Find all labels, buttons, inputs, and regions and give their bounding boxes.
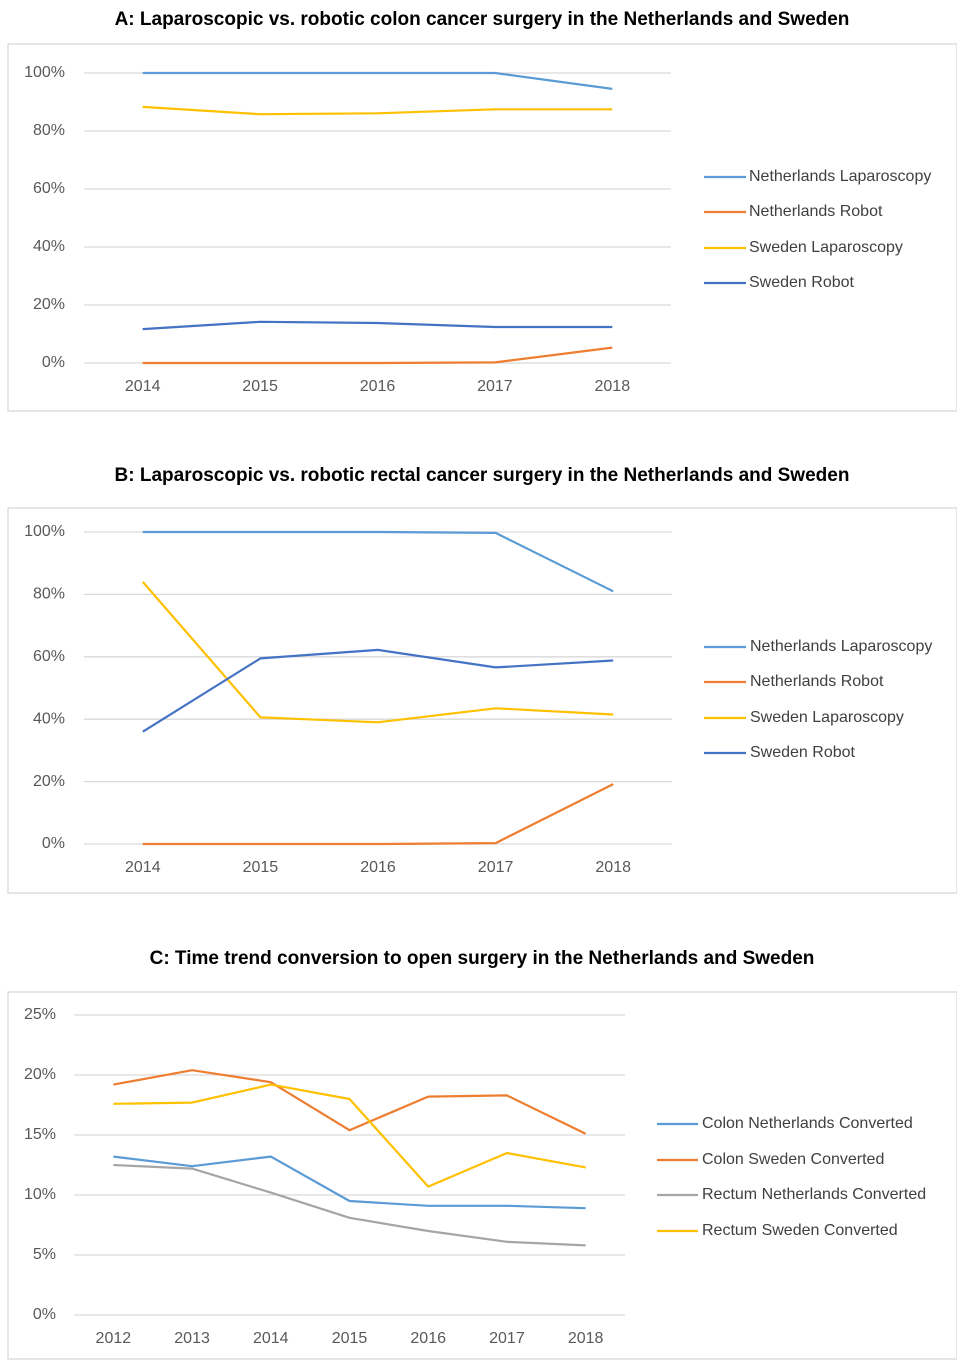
chart-title: A: Laparoscopic vs. robotic colon cancer… bbox=[115, 9, 850, 30]
x-tick-label: 2018 bbox=[568, 1330, 604, 1347]
y-tick-label: 20% bbox=[33, 773, 65, 790]
y-tick-label: 80% bbox=[33, 586, 65, 603]
legend-label: Netherlands Laparoscopy bbox=[749, 168, 931, 185]
y-tick-label: 100% bbox=[24, 64, 65, 81]
chart-frame bbox=[7, 507, 957, 894]
x-tick-label: 2014 bbox=[253, 1330, 289, 1347]
data-line bbox=[113, 1155, 586, 1210]
legend-label: Rectum Netherlands Converted bbox=[702, 1186, 926, 1203]
y-tick-label: 25% bbox=[24, 1006, 56, 1023]
x-tick-label: 2014 bbox=[125, 378, 161, 395]
y-tick-label: 15% bbox=[24, 1126, 56, 1143]
x-tick-label: 2017 bbox=[478, 859, 514, 876]
chart-frame bbox=[7, 991, 957, 1360]
x-tick-label: 2018 bbox=[595, 859, 631, 876]
x-tick-label: 2016 bbox=[360, 859, 396, 876]
legend-label: Rectum Sweden Converted bbox=[702, 1222, 898, 1239]
data-line bbox=[142, 783, 614, 846]
legend-label: Sweden Robot bbox=[749, 274, 855, 291]
x-tick-label: 2012 bbox=[96, 1330, 132, 1347]
chart-frame bbox=[7, 43, 957, 412]
y-tick-label: 80% bbox=[33, 122, 65, 139]
y-tick-label: 10% bbox=[24, 1186, 56, 1203]
data-line bbox=[113, 1069, 587, 1135]
y-tick-label: 0% bbox=[33, 1306, 56, 1323]
chart-title: C: Time trend conversion to open surgery… bbox=[150, 948, 815, 969]
y-tick-label: 60% bbox=[33, 648, 65, 665]
legend-label: Sweden Robot bbox=[750, 744, 856, 761]
x-tick-label: 2014 bbox=[125, 859, 161, 876]
y-tick-label: 5% bbox=[33, 1246, 56, 1263]
chart-title: B: Laparoscopic vs. robotic rectal cance… bbox=[115, 465, 850, 486]
x-tick-label: 2017 bbox=[489, 1330, 525, 1347]
data-line bbox=[113, 1083, 586, 1188]
data-line bbox=[142, 105, 613, 116]
x-tick-label: 2015 bbox=[243, 859, 279, 876]
data-line bbox=[142, 71, 613, 90]
y-tick-label: 40% bbox=[33, 238, 65, 255]
data-line bbox=[142, 320, 613, 331]
legend-label: Netherlands Laparoscopy bbox=[750, 638, 932, 655]
x-tick-label: 2016 bbox=[360, 378, 396, 395]
data-line bbox=[142, 346, 613, 365]
x-tick-label: 2015 bbox=[242, 378, 278, 395]
data-line bbox=[142, 530, 614, 593]
data-line bbox=[113, 1163, 586, 1247]
legend-label: Sweden Laparoscopy bbox=[749, 239, 903, 256]
y-tick-label: 40% bbox=[33, 710, 65, 727]
x-tick-label: 2015 bbox=[332, 1330, 368, 1347]
x-tick-label: 2013 bbox=[174, 1330, 210, 1347]
data-line bbox=[142, 648, 614, 733]
legend-label: Sweden Laparoscopy bbox=[750, 709, 904, 726]
legend-label: Netherlands Robot bbox=[750, 673, 884, 690]
y-tick-label: 0% bbox=[42, 835, 65, 852]
y-tick-label: 20% bbox=[24, 1066, 56, 1083]
x-tick-label: 2018 bbox=[595, 378, 631, 395]
y-tick-label: 20% bbox=[33, 296, 65, 313]
x-tick-label: 2016 bbox=[410, 1330, 446, 1347]
y-tick-label: 60% bbox=[33, 180, 65, 197]
legend-label: Netherlands Robot bbox=[749, 203, 883, 220]
legend-label: Colon Sweden Converted bbox=[702, 1151, 884, 1168]
legend-label: Colon Netherlands Converted bbox=[702, 1115, 913, 1132]
data-line bbox=[141, 581, 614, 724]
y-tick-label: 100% bbox=[24, 523, 65, 540]
x-tick-label: 2017 bbox=[477, 378, 513, 395]
y-tick-label: 0% bbox=[42, 354, 65, 371]
